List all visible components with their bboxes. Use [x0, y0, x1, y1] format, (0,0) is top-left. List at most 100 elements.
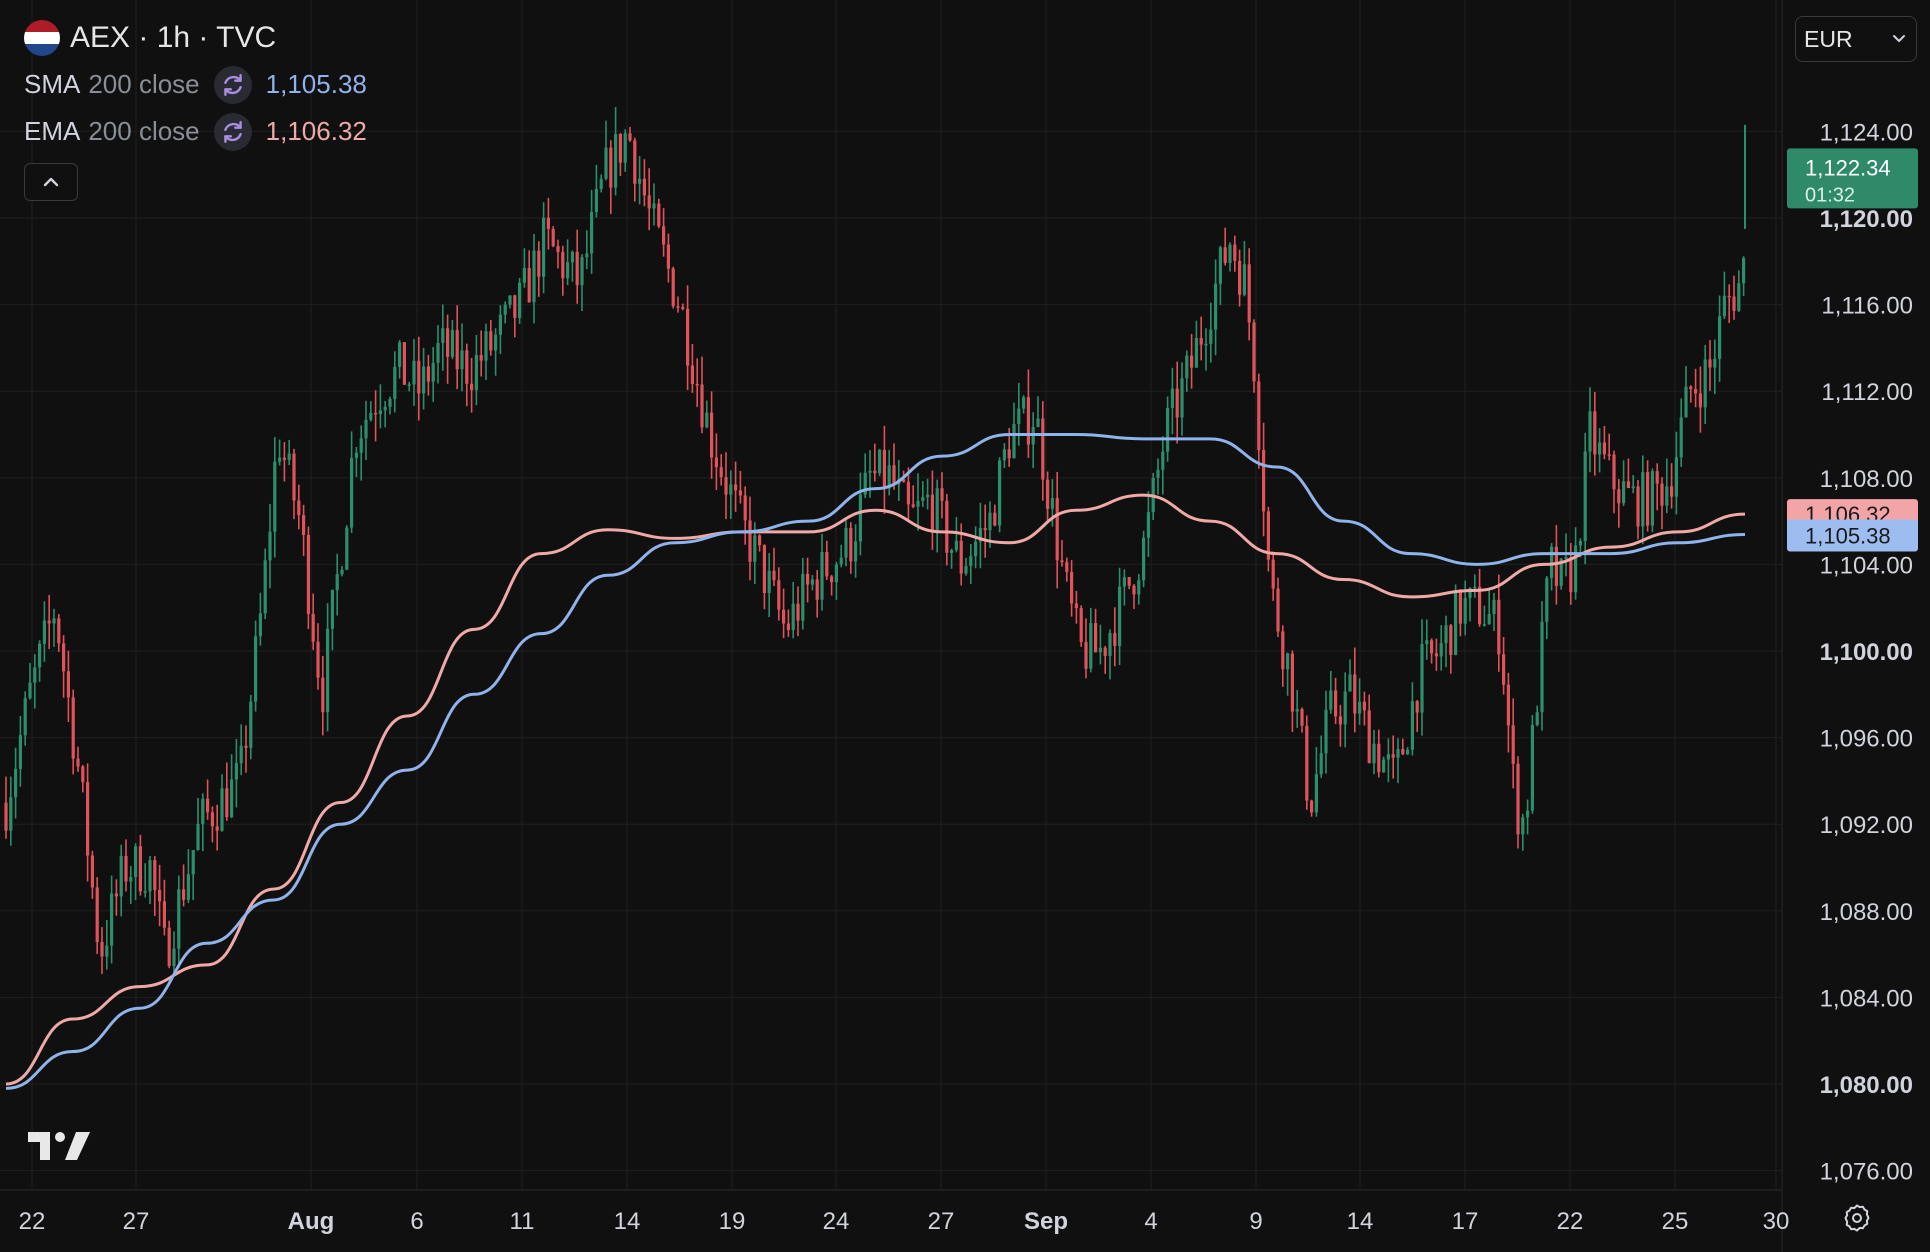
candle-body: [1362, 701, 1366, 711]
candle-body: [551, 228, 555, 246]
candle-body: [1382, 759, 1386, 773]
candle-body: [1415, 701, 1419, 713]
chevron-down-icon: [1893, 35, 1905, 43]
candle-body: [738, 490, 742, 496]
candle-body: [1559, 558, 1563, 586]
candle-body: [542, 217, 546, 277]
candle-body: [983, 528, 987, 531]
time-tick-label: 22: [19, 1208, 46, 1235]
candle-body: [1593, 411, 1597, 455]
candle-body: [441, 328, 445, 343]
candle-body: [753, 535, 757, 562]
currency-select[interactable]: EUR: [1795, 16, 1917, 62]
gear-icon[interactable]: [1842, 1203, 1872, 1238]
candle-body: [316, 641, 320, 678]
price-tick-label: 1,120.00: [1820, 206, 1913, 233]
candle-body: [148, 860, 152, 892]
candle-body: [1228, 244, 1232, 263]
candle-body: [186, 874, 190, 900]
candle-body: [1113, 632, 1117, 646]
symbol-row[interactable]: AEX · 1h · TVC: [24, 14, 367, 61]
candle-body: [412, 360, 416, 385]
candle-body: [306, 534, 310, 614]
candle-body: [911, 504, 915, 507]
time-tick-label: 24: [823, 1208, 850, 1235]
indicator-sma[interactable]: SMA 200 close 1,105.38: [24, 61, 367, 108]
candle-body: [484, 331, 488, 361]
refresh-icon[interactable]: [213, 112, 252, 151]
candle-body: [1166, 407, 1170, 452]
candle-body: [407, 384, 411, 386]
candle-body: [143, 891, 147, 893]
candle-body: [167, 927, 171, 967]
candle-body: [254, 636, 258, 702]
candle-body: [110, 893, 114, 946]
candle-body: [1079, 608, 1083, 642]
candle-body: [1641, 472, 1645, 527]
candle-body: [1146, 512, 1150, 538]
candle-body: [1127, 577, 1131, 586]
candle-body: [1036, 418, 1040, 427]
candle-body: [292, 453, 296, 501]
candle-body: [1521, 817, 1525, 835]
price-tick-label: 1,096.00: [1820, 726, 1913, 753]
price-tick-label: 1,080.00: [1820, 1072, 1913, 1099]
candle-body: [1050, 498, 1054, 509]
indicator-ema[interactable]: EMA 200 close 1,106.32: [24, 108, 367, 155]
candle-body: [993, 512, 997, 526]
candle-body: [1492, 599, 1496, 615]
candle-body: [527, 267, 531, 303]
candle-body: [1401, 749, 1405, 755]
candle-body: [1089, 623, 1093, 669]
candle-body: [1583, 451, 1587, 542]
candle-body: [1511, 725, 1515, 764]
candle-body: [1175, 388, 1179, 418]
candle-body: [498, 314, 502, 335]
candle-body: [642, 178, 646, 196]
time-tick-label: 30: [1763, 1208, 1790, 1235]
candle-body: [455, 330, 459, 370]
candle-body: [1742, 258, 1746, 284]
candle-body: [1204, 343, 1208, 346]
candle-body: [100, 942, 104, 957]
candle-body: [719, 467, 723, 478]
candle-body: [465, 350, 469, 384]
candle-body: [767, 570, 771, 593]
time-tick-label: 6: [410, 1208, 423, 1235]
time-tick-label: Sep: [1024, 1208, 1068, 1235]
candle-body: [830, 576, 834, 583]
candle-body: [1602, 442, 1606, 455]
candle-body: [1497, 599, 1501, 655]
candle-body: [863, 472, 867, 495]
candle-body: [686, 308, 690, 366]
candle-body: [431, 362, 435, 382]
candle-body: [1564, 557, 1568, 559]
candle-body: [1041, 418, 1045, 480]
price-tick-label: 1,100.00: [1820, 639, 1913, 666]
candle-body: [945, 500, 949, 553]
candle-body: [714, 457, 718, 468]
candle-body: [1314, 774, 1318, 813]
candle-body: [964, 566, 968, 574]
candle-body: [1017, 408, 1021, 425]
candle-body: [566, 262, 570, 279]
tradingview-logo-icon[interactable]: [28, 1130, 90, 1167]
candle-body: [652, 203, 656, 209]
candle-body: [657, 203, 661, 227]
candle-body: [287, 453, 291, 460]
time-tick-label: 14: [1347, 1208, 1374, 1235]
candle-body: [374, 412, 378, 415]
candle-body: [1684, 386, 1688, 418]
candle-body: [436, 342, 440, 363]
candle-body: [772, 570, 776, 581]
collapse-legend-button[interactable]: [24, 163, 78, 201]
currency-label: EUR: [1804, 25, 1853, 52]
candle-body: [1233, 244, 1237, 261]
time-tick-label: 11: [510, 1208, 535, 1235]
candle-body: [402, 342, 406, 385]
refresh-icon[interactable]: [213, 65, 252, 104]
candle-body: [1012, 424, 1016, 459]
candle-body: [1305, 725, 1309, 801]
candle-body: [378, 410, 382, 415]
